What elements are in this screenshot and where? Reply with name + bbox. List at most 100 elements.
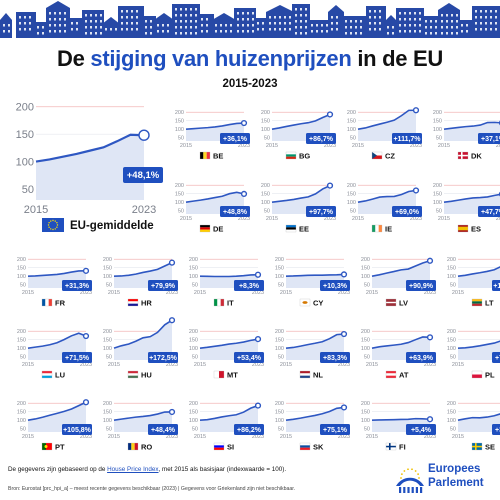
flag-icon <box>299 370 311 379</box>
skyline-window <box>180 8 182 11</box>
flag-stripe <box>472 299 482 302</box>
y-tick-label: 200 <box>347 110 356 116</box>
eu-flag-star <box>48 222 50 224</box>
ep-logo-star <box>400 473 403 475</box>
series-line <box>371 336 431 349</box>
x-tick-2023: 2023 <box>338 362 350 368</box>
change-label: +48,8% <box>223 209 248 216</box>
x-tick-2015: 2015 <box>194 434 206 440</box>
change-label: +63,9% <box>409 355 434 362</box>
flag-icon <box>285 224 297 233</box>
y-tick-label: 200 <box>17 257 26 263</box>
y-tick-label: 150 <box>17 410 26 416</box>
skyline-window <box>305 32 307 35</box>
flag-border <box>385 298 397 307</box>
x-tick-2015: 2015 <box>280 290 292 296</box>
flag-border <box>457 224 469 233</box>
skyline-roof <box>154 13 174 20</box>
skyline-window <box>475 10 477 13</box>
eu-average-label: EU-gemiddelde <box>70 220 154 232</box>
skyline-window <box>461 30 463 33</box>
change-badge <box>234 424 264 435</box>
skyline-window <box>29 28 31 31</box>
skyline-window <box>490 10 492 13</box>
y-tick-label: 200 <box>275 257 284 263</box>
change-label: +37,1% <box>481 136 500 143</box>
skyline-window <box>399 12 401 15</box>
series-line <box>443 121 500 130</box>
flag-border <box>385 442 397 451</box>
x-tick-2015: 2015 <box>280 434 292 440</box>
skyline-window <box>300 32 302 35</box>
y-tick-label: 100 <box>347 127 356 133</box>
skyline-roof <box>46 1 70 8</box>
series-line <box>113 411 173 421</box>
skyline-window <box>54 12 56 15</box>
y-tick-label: 150 <box>189 410 198 416</box>
y-tick-label: 150 <box>361 266 370 272</box>
series-line <box>357 109 417 130</box>
page-subtitle: 2015-2023 <box>222 78 278 90</box>
skyline-window <box>475 28 477 31</box>
chart-nl: 50 100 150 200 2015 2023+83,3% NL <box>275 329 350 379</box>
y-tick-label: 200 <box>261 183 270 189</box>
house-price-index-link[interactable]: House Price Index <box>107 466 159 473</box>
ep-logo-star <box>417 473 420 475</box>
chart-it: 50 100 150 200 2015 2023+8,3% IT <box>189 257 264 307</box>
eu-flag-star <box>47 224 50 226</box>
y-tick-label: 200 <box>361 329 370 335</box>
skyline-window <box>451 32 453 35</box>
skyline-window <box>85 26 87 29</box>
eu-flag-star <box>48 226 50 228</box>
footer-note-part-2: , met 2015 als basisjaar (indexwaarde = … <box>158 466 287 473</box>
skyline-window <box>64 30 66 33</box>
x-tick-2015: 2015 <box>366 362 378 368</box>
skyline-window <box>131 16 133 19</box>
x-tick-2015: 2015 <box>194 290 206 296</box>
change-badge <box>62 424 92 435</box>
skyline-window <box>379 28 381 31</box>
skyline-window <box>95 32 97 35</box>
y-tick-label: 200 <box>189 329 198 335</box>
flag-stripe <box>300 373 310 376</box>
skyline-window <box>24 22 26 25</box>
series-line <box>113 261 173 277</box>
chart-lv: 50 100 150 200 2015 2023+90,9% LV <box>361 257 436 307</box>
y-tick-label: 150 <box>175 192 184 198</box>
x-tick-2023: 2023 <box>410 143 422 149</box>
chart-fr: 50 100 150 200 2015 2023+31,3% FR <box>17 257 92 307</box>
skyline-window <box>157 24 159 27</box>
skyline-window <box>321 24 323 27</box>
skyline-window <box>201 30 203 33</box>
skyline-window <box>305 14 307 17</box>
change-label: +114,2% <box>493 283 500 290</box>
ep-logo-star <box>407 468 409 471</box>
x-tick-2023: 2023 <box>424 362 436 368</box>
y-tick-label: 50 <box>450 427 456 433</box>
y-tick-label: 50 <box>20 283 26 289</box>
series-line <box>35 133 145 163</box>
flag-triangle <box>372 152 377 159</box>
x-tick-2015: 2015 <box>452 434 464 440</box>
ep-logo-line-2: Parlement <box>428 477 484 489</box>
skyline-window <box>284 16 286 19</box>
skyline-window <box>430 20 432 23</box>
skyline-window <box>284 28 286 31</box>
chart-hu: 50 100 150 200 2015 2023+172,5% HU <box>103 317 178 380</box>
flag-icon <box>457 224 469 233</box>
change-badge <box>148 424 178 435</box>
skyline-window <box>59 18 61 21</box>
skyline-window <box>404 18 406 21</box>
change-label: +8,3% <box>239 283 260 290</box>
end-point-2023 <box>340 404 348 411</box>
series-line <box>371 260 431 277</box>
skyline-window <box>316 24 318 27</box>
skyline-window <box>490 28 492 31</box>
series-line <box>271 184 331 203</box>
chart-be: 50 100 150 200 2015 2023+36,1% BE <box>175 110 250 160</box>
skyline-window <box>485 16 487 19</box>
skyline-window <box>305 26 307 29</box>
skyline-window <box>350 32 352 35</box>
change-badge <box>320 424 350 435</box>
skyline-building <box>438 10 460 38</box>
